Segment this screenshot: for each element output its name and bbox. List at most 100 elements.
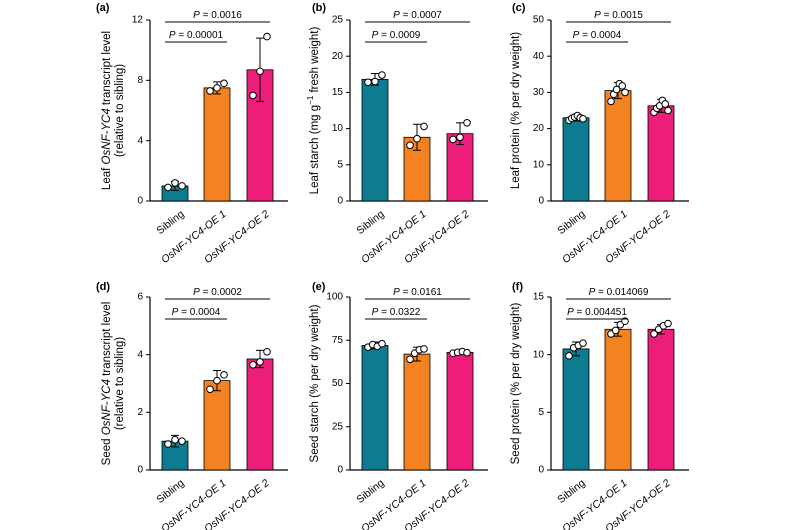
bar-sibling bbox=[361, 78, 389, 202]
y-label-part: transcript level bbox=[101, 31, 113, 108]
data-point bbox=[621, 88, 629, 97]
data-point bbox=[449, 135, 457, 144]
y-tick-label: 4 bbox=[137, 349, 143, 360]
p-value: = 0.0161 bbox=[400, 287, 442, 298]
p-value: = 0.014069 bbox=[595, 287, 649, 298]
y-label-part: Seed starch (% per dry weight) bbox=[309, 304, 321, 462]
y-label-italic: OsNF-YC4 bbox=[101, 379, 113, 435]
y-label-part: Leaf starch (mg g bbox=[309, 105, 321, 194]
p-value-label: P = 0.0004 bbox=[573, 30, 622, 41]
category-label: Sibling bbox=[354, 208, 386, 237]
y-tick-label: 20 bbox=[332, 51, 344, 62]
data-point bbox=[220, 371, 228, 379]
data-point bbox=[565, 352, 573, 360]
data-point bbox=[621, 317, 629, 326]
data-point bbox=[263, 347, 271, 356]
y-tick-label: 10 bbox=[332, 123, 344, 134]
y-tick-label: 0 bbox=[137, 465, 143, 476]
p-symbol: P bbox=[567, 307, 574, 318]
data-point bbox=[178, 182, 186, 190]
p-symbol: P bbox=[589, 287, 596, 298]
bar-oe2 bbox=[647, 105, 675, 202]
panel-f: (f) 0 5 10 15 Seed protein (% per dry weight)… bbox=[510, 281, 689, 530]
data-point bbox=[664, 106, 672, 115]
p-symbol: P bbox=[594, 10, 601, 21]
p-value: = 0.0016 bbox=[200, 10, 242, 21]
y-axis-label: Leaf protein (% per dry weight) bbox=[510, 32, 522, 189]
y-tick-label: 10 bbox=[533, 349, 545, 360]
data-point bbox=[378, 71, 386, 79]
y-tick-label: 4 bbox=[137, 135, 143, 146]
y-tick-label: 2 bbox=[137, 407, 143, 418]
panel-c: (c) 0 10 20 30 40 50 Leaf protein (% per dry we… bbox=[510, 2, 689, 266]
p-symbol: P bbox=[573, 30, 580, 41]
data-point bbox=[178, 437, 186, 445]
y-label-part: fresh weight) bbox=[309, 27, 321, 96]
y-label-part: Leaf protein (% per dry weight) bbox=[510, 32, 522, 189]
data-point bbox=[406, 141, 414, 150]
data-point bbox=[213, 376, 221, 385]
y-tick-label: 5 bbox=[538, 407, 544, 418]
data-point bbox=[171, 435, 179, 444]
y-tick-label: 5 bbox=[337, 159, 343, 170]
bar-sibling bbox=[562, 117, 590, 202]
y-tick-label: 75 bbox=[332, 335, 344, 346]
p-symbol: P bbox=[393, 10, 400, 21]
data-point bbox=[249, 91, 257, 100]
p-value-label: P = 0.0322 bbox=[372, 307, 421, 318]
p-value-label: P = 0.0002 bbox=[193, 287, 242, 298]
data-point bbox=[263, 32, 271, 41]
p-value-label: P = 0.0015 bbox=[594, 10, 643, 21]
y-axis-label: Leaf starch (mg g−1 fresh weight) bbox=[306, 27, 321, 195]
p-value-label: P = 0.004451 bbox=[567, 307, 627, 318]
p-symbol: P bbox=[169, 30, 176, 41]
y-tick-label: 0 bbox=[538, 465, 544, 476]
data-point bbox=[607, 97, 615, 106]
panel-label: (a) bbox=[96, 2, 110, 14]
data-point bbox=[378, 339, 386, 348]
y-label-italic: OsNF-YC4 bbox=[101, 108, 113, 164]
y-axis-label-line2: (relative to sibling) bbox=[114, 64, 126, 157]
p-symbol: P bbox=[193, 287, 200, 298]
y-axis-label: Leaf OsNF-YC4 transcript level bbox=[101, 31, 113, 190]
p-value-label: P = 0.0004 bbox=[172, 307, 221, 318]
category-label: Sibling bbox=[154, 477, 186, 506]
y-label-part: Leaf bbox=[101, 165, 113, 191]
data-point bbox=[463, 348, 471, 357]
p-symbol: P bbox=[193, 10, 200, 21]
y-axis-label-line2: (relative to sibling) bbox=[114, 337, 126, 430]
data-point bbox=[406, 355, 414, 364]
y-tick-label: 10 bbox=[533, 159, 545, 170]
y-tick-label: 40 bbox=[533, 51, 545, 62]
y-tick-label: 50 bbox=[533, 15, 545, 26]
p-value: = 0.0002 bbox=[200, 287, 242, 298]
y-tick-label: 20 bbox=[533, 123, 545, 134]
p-symbol: P bbox=[172, 307, 179, 318]
y-tick-label: 50 bbox=[332, 378, 344, 389]
data-point bbox=[664, 319, 672, 328]
bar-oe1 bbox=[203, 380, 231, 471]
y-axis-label: Seed OsNF-YC4 transcript level bbox=[101, 302, 113, 466]
y-tick-label: 0 bbox=[137, 196, 143, 207]
bar-sibling bbox=[361, 345, 389, 471]
bar-oe1 bbox=[403, 353, 431, 471]
data-point bbox=[249, 360, 257, 369]
data-point bbox=[456, 133, 464, 142]
panel-label: (e) bbox=[312, 281, 326, 293]
data-point bbox=[364, 78, 372, 87]
data-point bbox=[213, 84, 221, 92]
data-point bbox=[371, 77, 379, 86]
data-point bbox=[206, 87, 214, 95]
y-tick-label: 0 bbox=[337, 196, 343, 207]
data-point bbox=[256, 358, 264, 366]
p-symbol: P bbox=[372, 30, 379, 41]
data-point bbox=[579, 339, 587, 347]
p-value-label: P = 0.0016 bbox=[193, 10, 242, 21]
data-point bbox=[420, 345, 428, 353]
data-point bbox=[206, 385, 214, 394]
y-tick-label: 0 bbox=[538, 196, 544, 207]
bar-oe2 bbox=[647, 328, 675, 471]
data-point bbox=[164, 440, 172, 448]
data-point bbox=[420, 122, 428, 131]
